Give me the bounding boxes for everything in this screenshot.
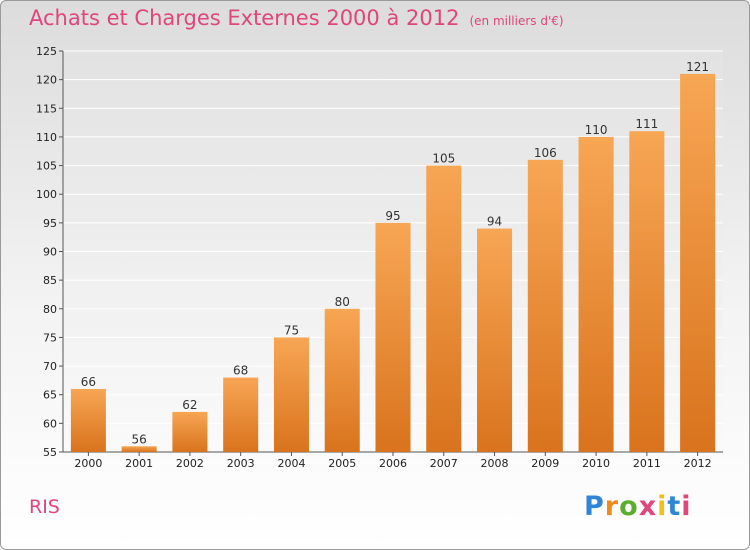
logo-letter: t: [667, 491, 682, 522]
bar-2007: [426, 165, 462, 453]
data-label-2006: 95: [385, 209, 400, 223]
x-tick-label-2004: 2004: [277, 457, 305, 470]
logo-letter: x: [638, 491, 658, 522]
title-text: Achats et Charges Externes 2000 à 2012: [29, 6, 460, 30]
y-tick-label: 60: [43, 417, 57, 430]
data-label-2000: 66: [81, 375, 96, 389]
x-tick-label-2005: 2005: [328, 457, 356, 470]
x-tick-label-2011: 2011: [633, 457, 661, 470]
logo-letter: i: [681, 491, 692, 522]
x-tick-label-2010: 2010: [582, 457, 610, 470]
x-tick-label-2001: 2001: [125, 457, 153, 470]
x-tick-label-2000: 2000: [74, 457, 102, 470]
bar-2002: [172, 411, 208, 452]
bar-2012: [680, 73, 716, 453]
bar-2004: [273, 337, 309, 452]
bar-2009: [527, 159, 563, 453]
x-tick-label-2012: 2012: [684, 457, 712, 470]
logo-letter: P: [584, 491, 605, 522]
data-label-2003: 68: [233, 364, 248, 378]
y-tick-label: 115: [36, 102, 57, 115]
x-tick-label-2003: 2003: [227, 457, 255, 470]
logo-letter: o: [619, 491, 639, 522]
x-tick-label-2006: 2006: [379, 457, 407, 470]
x-tick-label-2002: 2002: [176, 457, 204, 470]
x-tick-label-2008: 2008: [481, 457, 509, 470]
y-tick-label: 90: [43, 246, 57, 259]
logo-letter: i: [657, 491, 668, 522]
bar-2003: [223, 377, 259, 452]
bar-2011: [629, 131, 665, 452]
data-label-2004: 75: [284, 323, 299, 337]
data-label-2002: 62: [182, 398, 197, 412]
bar-2010: [578, 136, 614, 452]
y-tick-label: 110: [36, 131, 57, 144]
y-tick-label: 75: [43, 331, 57, 344]
data-label-2001: 56: [132, 432, 147, 446]
x-tick-label-2007: 2007: [430, 457, 458, 470]
y-tick-label: 55: [43, 446, 57, 459]
y-tick-label: 100: [36, 188, 57, 201]
data-label-2008: 94: [487, 215, 502, 229]
bar-2000: [70, 388, 106, 452]
y-tick-label: 105: [36, 160, 57, 173]
y-tick-label: 65: [43, 389, 57, 402]
x-tick-label-2009: 2009: [531, 457, 559, 470]
bar-2001: [121, 446, 157, 452]
logo-letter: r: [604, 491, 620, 522]
proxiti-logo: Proxiti: [584, 491, 692, 522]
commune-name: RIS: [29, 496, 60, 518]
y-tick-label: 70: [43, 360, 57, 373]
bar-2008: [477, 228, 513, 452]
data-label-2010: 110: [585, 123, 608, 137]
bar-2006: [375, 222, 411, 452]
y-tick-label: 85: [43, 274, 57, 287]
data-label-2011: 111: [635, 117, 658, 131]
data-label-2012: 121: [686, 60, 709, 74]
y-tick-label: 95: [43, 217, 57, 230]
data-label-2009: 106: [534, 146, 557, 160]
title-unit: (en milliers d'€): [469, 14, 564, 28]
y-tick-label: 125: [36, 45, 57, 58]
data-label-2007: 105: [432, 152, 455, 166]
chart-title: Achats et Charges Externes 2000 à 2012 (e…: [29, 6, 564, 30]
y-tick-label: 120: [36, 74, 57, 87]
data-label-2005: 80: [335, 295, 350, 309]
y-tick-label: 80: [43, 303, 57, 316]
bar-2005: [324, 308, 360, 452]
